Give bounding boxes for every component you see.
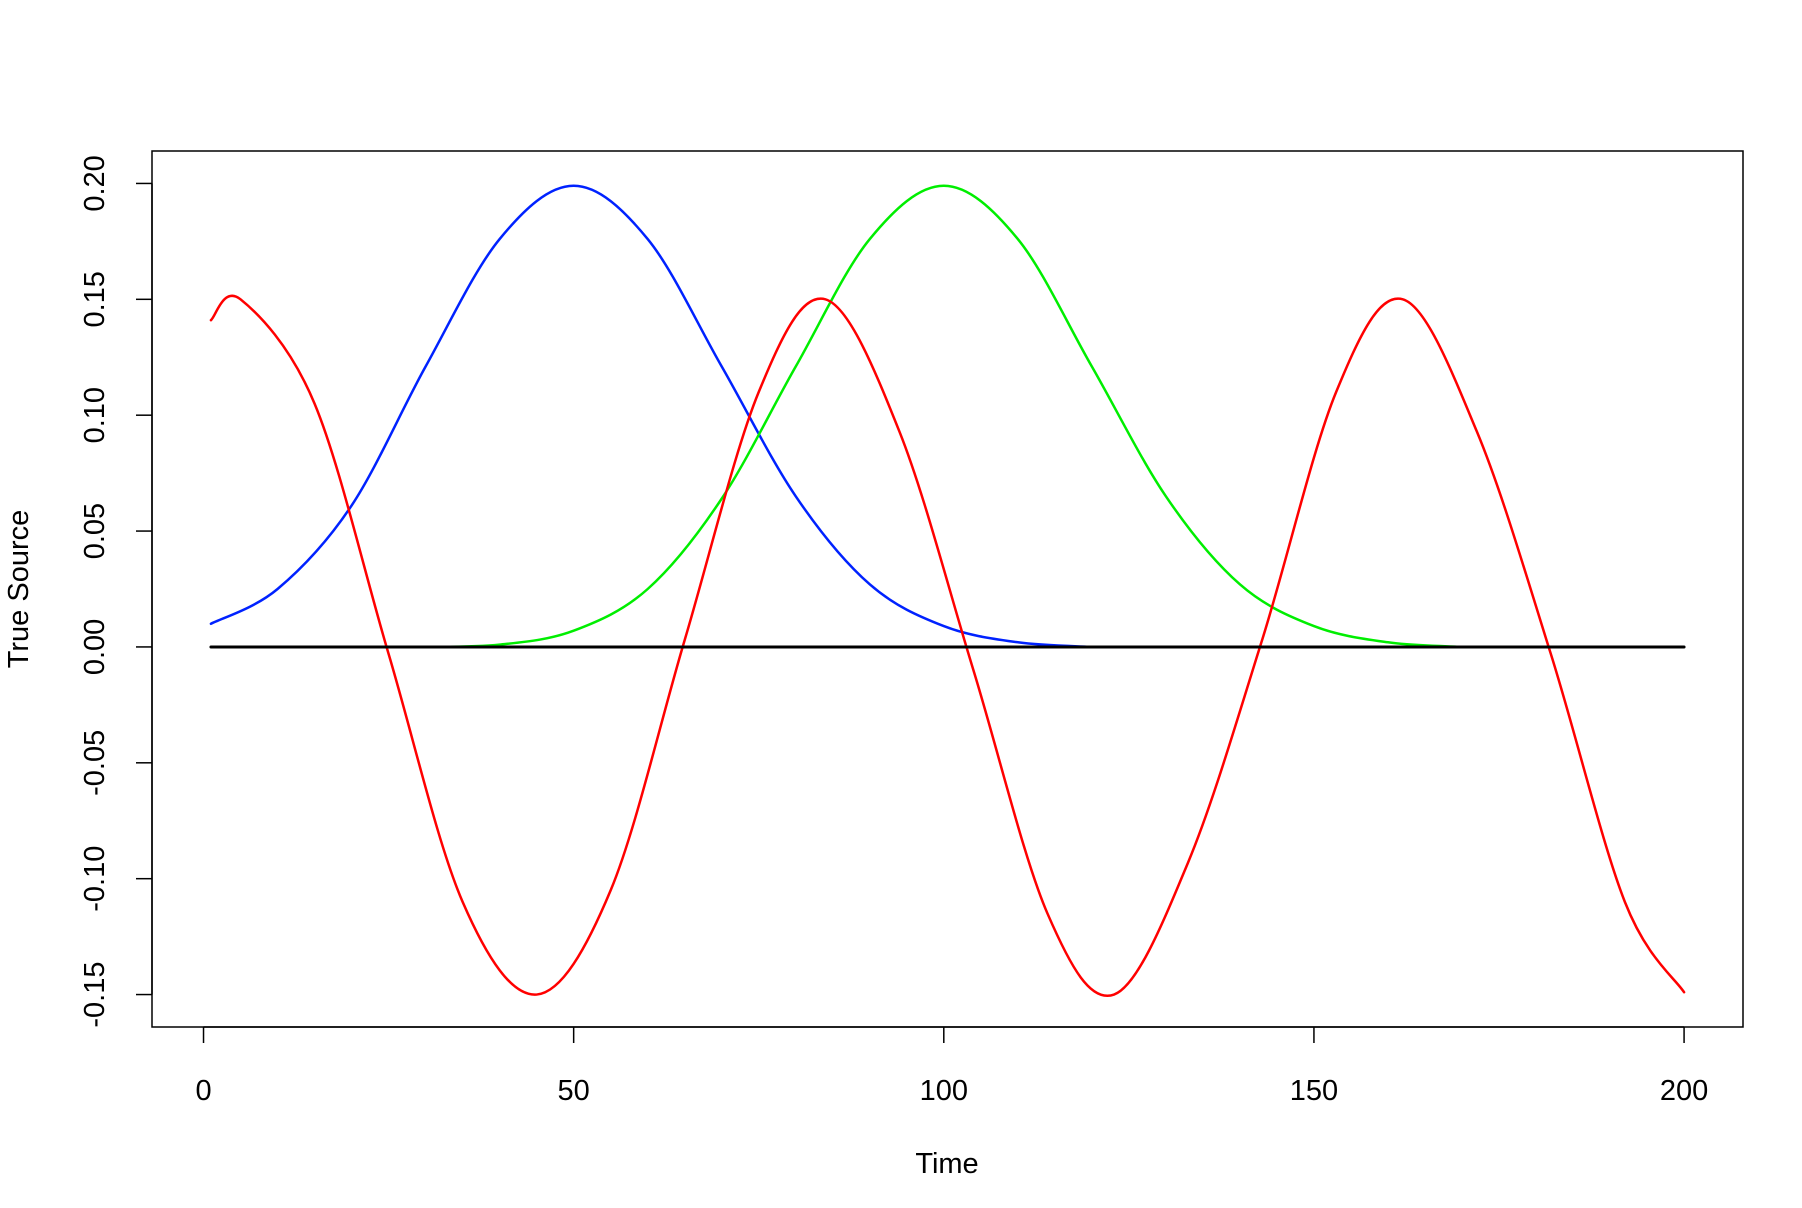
plot-frame xyxy=(151,150,1744,1028)
x-tick-label: 100 xyxy=(920,1075,968,1107)
y-tick-label: 0.15 xyxy=(79,271,111,327)
x-tick-label: 200 xyxy=(1660,1075,1708,1107)
y-tick-label: 0.20 xyxy=(79,155,111,211)
y-tick-label: 0.10 xyxy=(79,387,111,443)
y-tick-label: 0.00 xyxy=(79,619,111,675)
y-tick-label: -0.10 xyxy=(79,846,111,912)
series-line-3 xyxy=(209,294,1686,998)
x-tick-label: 0 xyxy=(195,1075,211,1107)
y-axis: -0.15 -0.10 -0.05 0.00 0.05 0.10 0.15 0.20 xyxy=(79,155,153,1028)
y-tick-label: -0.15 xyxy=(79,962,111,1028)
series-line-2 xyxy=(424,184,1464,649)
y-tick-label: 0.05 xyxy=(79,503,111,559)
x-tick-label: 150 xyxy=(1290,1075,1338,1107)
series-layer xyxy=(209,184,1686,998)
x-axis-title: Time xyxy=(915,1148,978,1180)
x-tick-label: 50 xyxy=(558,1075,590,1107)
y-axis-title: True Source xyxy=(3,510,35,669)
x-axis: 0 50 100 150 200 xyxy=(195,1026,1708,1107)
series-line-1 xyxy=(209,184,1094,649)
y-tick-label: -0.05 xyxy=(79,730,111,796)
